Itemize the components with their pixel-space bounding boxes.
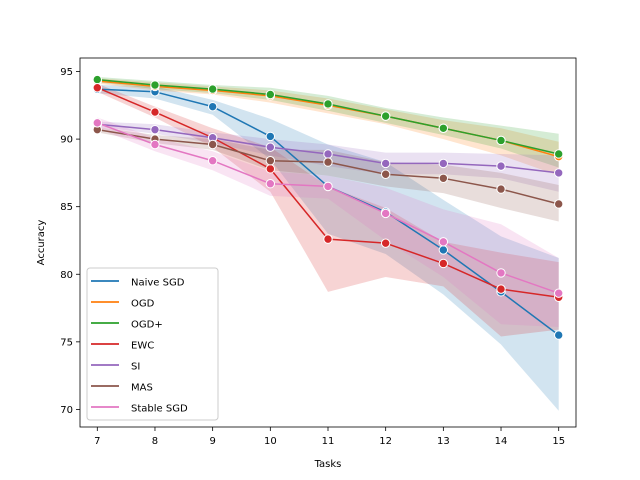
- point-ogd: [496, 135, 506, 146]
- point-ewc: [438, 258, 449, 269]
- x-tick-label: 14: [495, 436, 508, 447]
- legend-label-stable-sgd: Stable SGD: [131, 404, 188, 415]
- point-ogd: [207, 84, 218, 94]
- point-si: [323, 149, 333, 159]
- point-mas: [438, 173, 449, 184]
- point-mas: [380, 169, 391, 179]
- point-ogd: [150, 80, 160, 90]
- point-mas: [554, 199, 564, 209]
- x-tick-label: 13: [437, 436, 450, 447]
- point-ewc: [323, 234, 333, 244]
- x-tick-label: 10: [264, 436, 277, 447]
- point-ogd: [265, 89, 276, 100]
- point-ogd: [380, 111, 391, 121]
- x-tick-label: 15: [552, 436, 565, 447]
- legend-label-ogd: OGD: [131, 299, 155, 310]
- x-tick-label: 11: [322, 436, 335, 447]
- x-tick-label: 9: [209, 436, 215, 447]
- y-tick-label: 70: [60, 405, 73, 416]
- point-ogd: [554, 149, 564, 159]
- point-si: [265, 142, 276, 152]
- point-mas: [207, 139, 218, 150]
- point-ogd: [438, 123, 449, 133]
- point-stable-sgd: [380, 208, 391, 219]
- point-stable-sgd: [265, 179, 276, 189]
- point-si: [150, 124, 160, 135]
- y-axis-label: Accuracy: [36, 220, 47, 266]
- x-axis-ticks: 7 8 9 10 11 12 13 14 15: [94, 427, 565, 447]
- point-stable-sgd: [438, 237, 449, 247]
- point-stable-sgd: [323, 181, 333, 192]
- x-tick-label: 12: [379, 436, 392, 447]
- point-stable-sgd: [92, 118, 103, 128]
- point-ewc: [92, 83, 103, 93]
- point-naive-sgd: [554, 330, 564, 340]
- point-naive-sgd: [265, 131, 276, 142]
- point-ewc: [265, 164, 276, 174]
- x-tick-label: 7: [94, 436, 100, 447]
- point-naive-sgd: [207, 101, 218, 112]
- point-ewc: [380, 238, 391, 248]
- y-tick-label: 85: [60, 202, 73, 213]
- point-si: [554, 168, 564, 178]
- legend: Naive SGD OGD OGD+ EWC SI MAS Stable SGD: [86, 267, 219, 421]
- point-ogd: [323, 99, 333, 109]
- point-si: [438, 158, 449, 169]
- point-mas: [265, 156, 276, 166]
- legend-frame: [86, 267, 219, 421]
- y-tick-label: 80: [60, 270, 73, 281]
- band-stable-sgd: [97, 117, 559, 327]
- legend-label-mas: MAS: [131, 383, 153, 394]
- legend-label-ewc: EWC: [131, 341, 154, 352]
- legend-label-naive-sgd: Naive SGD: [131, 278, 185, 289]
- point-ogd: [92, 74, 103, 85]
- point-stable-sgd: [207, 156, 218, 166]
- point-ewc: [150, 107, 160, 117]
- band-mas: [97, 126, 559, 222]
- point-stable-sgd: [150, 139, 160, 150]
- series-markers: [92, 74, 564, 340]
- point-si: [496, 161, 506, 171]
- legend-label-ogd: OGD+: [131, 320, 163, 331]
- x-tick-label: 8: [152, 436, 158, 447]
- point-si: [380, 158, 391, 169]
- point-ewc: [496, 284, 506, 294]
- y-tick-label: 75: [60, 337, 73, 348]
- legend-label-si: SI: [131, 362, 140, 373]
- band-ogd: [97, 78, 559, 176]
- x-axis-label: Tasks: [314, 459, 342, 470]
- y-tick-label: 95: [60, 67, 73, 78]
- point-naive-sgd: [438, 245, 449, 255]
- point-mas: [323, 157, 333, 167]
- y-tick-label: 90: [60, 135, 73, 146]
- point-mas: [496, 184, 506, 194]
- y-axis-ticks: 70 75 80 85 90 95: [60, 67, 80, 416]
- point-stable-sgd: [554, 288, 564, 298]
- point-stable-sgd: [496, 268, 506, 278]
